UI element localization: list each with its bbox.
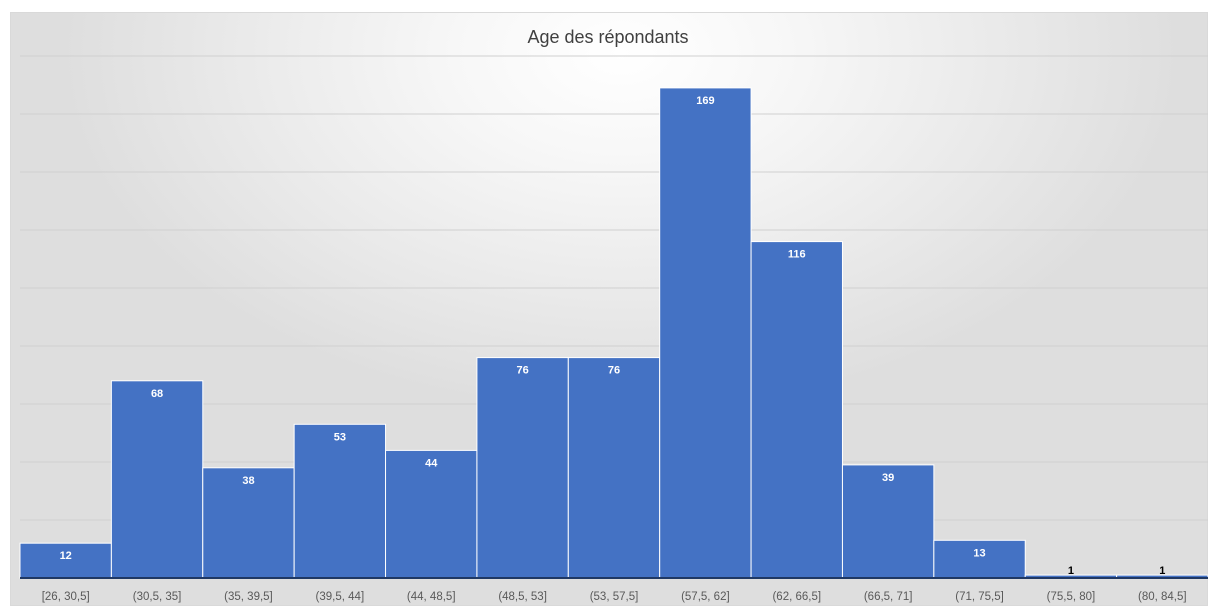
bar bbox=[19, 542, 112, 579]
data-label: 38 bbox=[242, 475, 254, 487]
x-tick-label: (75,5, 80] bbox=[1047, 591, 1096, 603]
bar bbox=[110, 380, 204, 579]
bar bbox=[385, 449, 478, 579]
data-label: 39 bbox=[882, 472, 894, 484]
x-tick-label: (62, 66,5] bbox=[772, 591, 821, 603]
bar bbox=[750, 241, 843, 579]
data-label: 12 bbox=[60, 550, 72, 562]
bar bbox=[933, 539, 1026, 579]
data-label: 68 bbox=[151, 388, 163, 400]
bar bbox=[293, 423, 387, 579]
bar bbox=[567, 357, 661, 579]
x-tick-label: (35, 39,5] bbox=[224, 591, 273, 603]
x-tick-label: (48,5, 53] bbox=[498, 591, 547, 603]
x-tick-label: (44, 48,5] bbox=[407, 591, 456, 603]
chart-title: Age des répondants bbox=[527, 27, 689, 47]
x-tick-label: [26, 30,5] bbox=[42, 591, 90, 603]
bar bbox=[841, 464, 935, 579]
data-label: 1 bbox=[1159, 565, 1165, 577]
x-tick-label: (80, 84,5] bbox=[1138, 591, 1187, 603]
data-label: 44 bbox=[425, 457, 438, 469]
data-label: 169 bbox=[696, 95, 714, 107]
x-tick-label: (71, 75,5] bbox=[955, 591, 1004, 603]
data-label: 116 bbox=[788, 249, 806, 261]
data-label: 76 bbox=[608, 365, 620, 377]
x-tick-label: (39,5, 44] bbox=[316, 591, 365, 603]
bar bbox=[476, 357, 569, 579]
x-tick-label: (66,5, 71] bbox=[864, 591, 913, 603]
x-tick-label: (57,5, 62] bbox=[681, 591, 730, 603]
data-label: 13 bbox=[973, 547, 985, 559]
bar bbox=[659, 87, 752, 579]
x-tick-label: (30,5, 35] bbox=[133, 591, 182, 603]
data-label: 53 bbox=[334, 431, 346, 443]
x-tick-label: (53, 57,5] bbox=[590, 591, 639, 603]
data-label: 1 bbox=[1068, 565, 1074, 577]
data-label: 76 bbox=[516, 365, 528, 377]
